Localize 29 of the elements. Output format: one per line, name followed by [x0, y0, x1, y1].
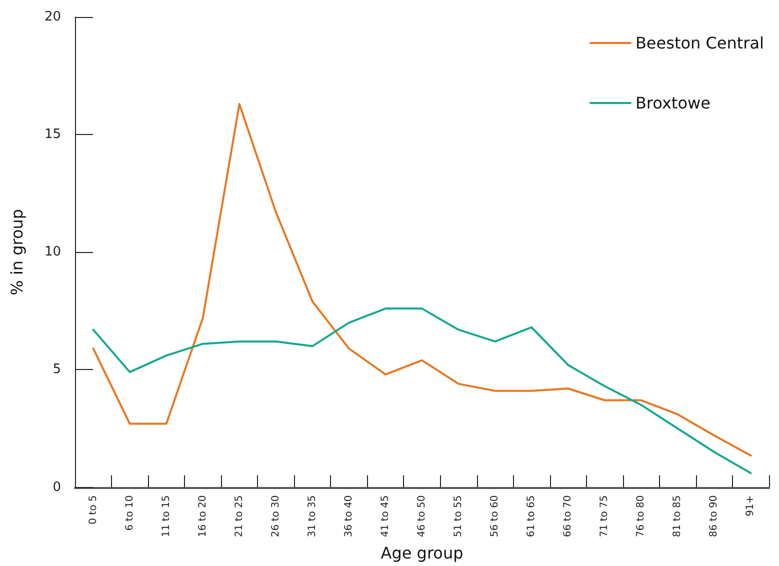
y-tick-label: 10: [44, 244, 61, 260]
x-tick-label: 16 to 20: [197, 495, 208, 538]
x-tick-label: 91+: [745, 495, 756, 516]
x-tick-label: 81 to 85: [672, 495, 684, 538]
x-tick-label: 56 to 60: [490, 495, 501, 538]
y-axis-title: % in group: [8, 208, 26, 296]
legend-label: Broxtowe: [635, 94, 710, 112]
y-tick-label: 15: [44, 127, 61, 142]
x-tick-label: 6 to 10: [124, 495, 136, 531]
x-tick-label: 21 to 25: [234, 495, 245, 538]
x-tick-label: 11 to 15: [160, 495, 172, 538]
x-tick-label: 36 to 40: [343, 495, 354, 538]
y-tick-label: 20: [44, 10, 61, 24]
x-tick-label: 41 to 45: [380, 495, 391, 538]
x-tick-label: 0 to 5: [88, 495, 99, 524]
line-series: [92, 308, 752, 474]
legend-label: Beeston Central: [635, 34, 764, 52]
x-tick-label: 76 to 80: [636, 495, 647, 538]
x-tick-label: 46 to 50: [416, 495, 428, 538]
x-tick-label: 51 to 55: [453, 495, 464, 538]
y-tick-label: 5: [52, 362, 61, 378]
y-tick-label: 0: [52, 480, 61, 495]
x-tick-label: 61 to 65: [526, 495, 538, 538]
x-tick-label: 31 to 35: [306, 495, 318, 538]
x-tick-label: 71 to 75: [599, 495, 610, 538]
x-tick-label: 86 to 90: [708, 495, 720, 538]
x-tick-label: 66 to 70: [562, 495, 574, 538]
x-tick-label: 26 to 30: [270, 495, 282, 538]
x-axis-title: Age group: [380, 544, 464, 562]
